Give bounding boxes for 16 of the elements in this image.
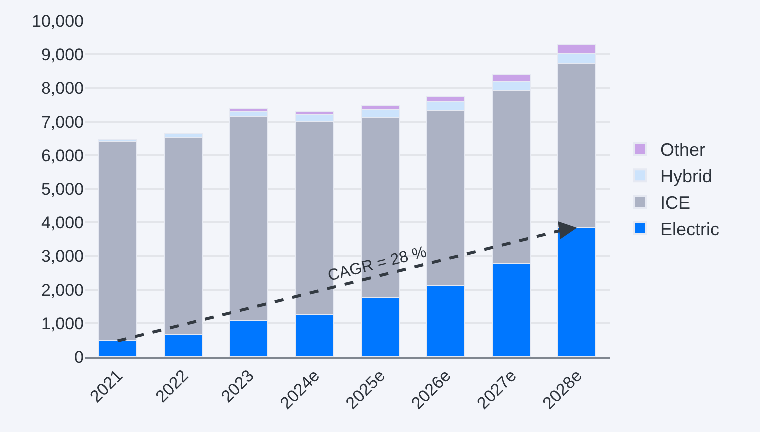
- y-tick-label: 2,000: [41, 280, 84, 300]
- legend-label: Hybrid: [660, 166, 713, 187]
- y-tick-label: 0: [74, 348, 84, 367]
- y-tick-label: 5,000: [41, 180, 84, 199]
- y-tick-label: 6,000: [41, 146, 84, 166]
- y-tick-label: 1,000: [41, 314, 84, 334]
- y-tick-label: 9,000: [41, 46, 84, 65]
- y-tick-label: 3,000: [41, 247, 84, 266]
- legend-label: ICE: [660, 193, 691, 214]
- legend-label: Other: [660, 140, 706, 160]
- y-tick-label: 10,000: [32, 12, 84, 31]
- annotation: CAGR = 28 %: [326, 244, 429, 286]
- y-tick-label: 7,000: [41, 112, 84, 132]
- legend-label: Electric: [660, 219, 720, 240]
- y-tick-label: 8,000: [41, 79, 84, 98]
- y-tick-label: 4,000: [41, 214, 84, 233]
